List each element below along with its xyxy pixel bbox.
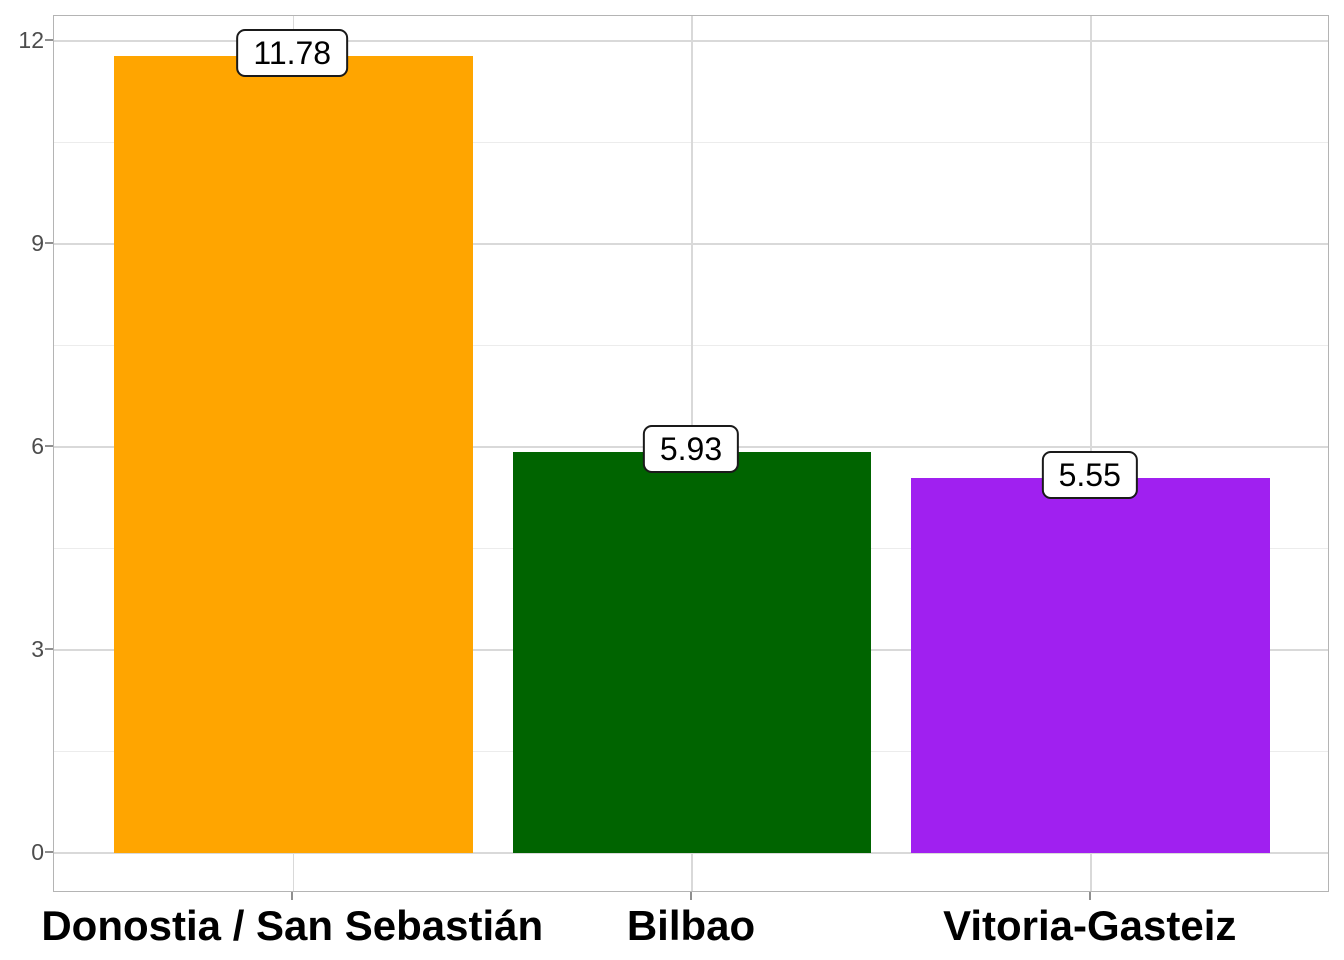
gridline-major — [54, 40, 1328, 42]
bar-1 — [113, 55, 473, 854]
y-axis-tick — [45, 38, 53, 41]
x-axis-tick — [690, 892, 692, 900]
y-tick-label: 9 — [31, 230, 44, 256]
x-axis-label: Bilbao — [626, 902, 756, 949]
gridline-major — [54, 243, 1328, 245]
bar-value-label: 11.78 — [236, 28, 349, 77]
x-axis-tick — [291, 892, 294, 900]
y-tick-label: 0 — [31, 839, 44, 866]
bar-value-label: 5.55 — [1041, 450, 1138, 499]
bar-3 — [911, 477, 1271, 854]
y-axis-tick — [45, 242, 53, 244]
y-tick-label: 6 — [31, 433, 44, 460]
x-axis-label: Vitoria-Gasteiz — [943, 902, 1237, 949]
y-axis-tick — [45, 851, 53, 854]
x-axis-tick — [1088, 892, 1091, 900]
bar-value-label: 5.93 — [642, 424, 740, 473]
gridline-major — [54, 852, 1328, 854]
y-axis-tick — [45, 445, 53, 448]
y-tick-label: 12 — [18, 26, 44, 53]
x-axis-label: Donostia / San Sebastián — [41, 902, 544, 949]
gridline-minor — [54, 141, 1328, 143]
gridline-minor — [54, 345, 1328, 347]
y-axis-tick — [45, 648, 53, 651]
bar-2 — [512, 451, 872, 854]
y-tick-label: 3 — [31, 636, 44, 663]
